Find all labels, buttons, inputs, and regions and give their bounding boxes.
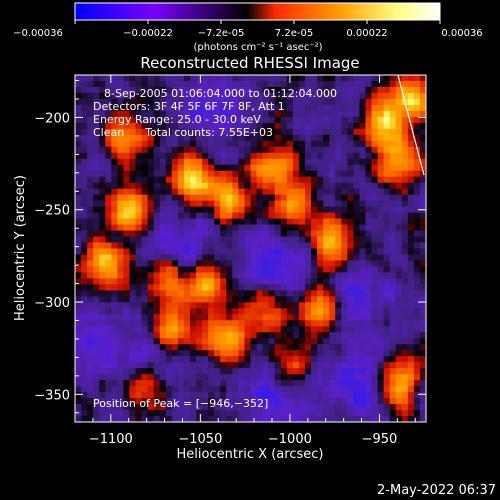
- footer-timestamp: 2-May-2022 06:37: [377, 483, 496, 498]
- y-tick-label: −350: [34, 388, 70, 403]
- x-tick-label: −1000: [268, 432, 312, 447]
- colorbar: [74, 2, 441, 21]
- y-tick-labels: −200 −250 −300 −350: [34, 111, 70, 403]
- colorbar-tick-labels: −0.00036 −0.00022 −7.2e-05 7.2e-05 0.00022 0.…: [13, 28, 483, 39]
- colorbar-tick-label: 7.2e-05: [275, 28, 313, 39]
- info-block: 8-Sep-2005 01:06:04.000 to 01:12:04.000 …: [93, 87, 337, 139]
- x-tick-label: −1100: [89, 432, 133, 447]
- colorbar-ticks: [74, 20, 441, 24]
- colorbar-tick-label: 0.00022: [346, 28, 387, 39]
- colorbar-tick-label: −0.00022: [123, 28, 173, 39]
- y-tick-label: −300: [34, 296, 70, 311]
- y-axis-label: Heliocentric Y (arcsec): [13, 175, 28, 321]
- colorbar-unit-label: (photons cm⁻² s⁻¹ asec⁻²): [193, 42, 322, 53]
- x-tick-labels: −1100 −1050 −1000 −950: [89, 432, 397, 447]
- y-tick-label: −250: [34, 204, 70, 219]
- plot-frame: [74, 74, 427, 423]
- colorbar-tick-label: −7.2e-05: [198, 28, 245, 39]
- limb-line: [397, 75, 425, 176]
- heatmap-image: [75, 75, 426, 422]
- colorbar-tick-label: −0.00036: [13, 28, 63, 39]
- peak-position-label: Position of Peak = [−946,−352]: [93, 397, 268, 410]
- axis-ticks: [75, 75, 426, 422]
- x-axis-label: Heliocentric X (arcsec): [177, 447, 324, 462]
- colorbar-tick-label: 0.00036: [441, 28, 482, 39]
- info-time-range: 8-Sep-2005 01:06:04.000 to 01:12:04.000: [104, 87, 337, 100]
- x-tick-label: −1050: [178, 432, 222, 447]
- x-tick-label: −950: [362, 432, 398, 447]
- y-tick-label: −200: [34, 111, 70, 126]
- chart-title: Reconstructed RHESSI Image: [140, 54, 359, 72]
- info-detectors: Detectors: 3F 4F 5F 6F 7F 8F, Att 1: [93, 100, 285, 113]
- info-counts: Clean Total counts: 7.55E+03: [93, 126, 273, 139]
- info-energy-range: Energy Range: 25.0 - 30.0 keV: [93, 113, 261, 126]
